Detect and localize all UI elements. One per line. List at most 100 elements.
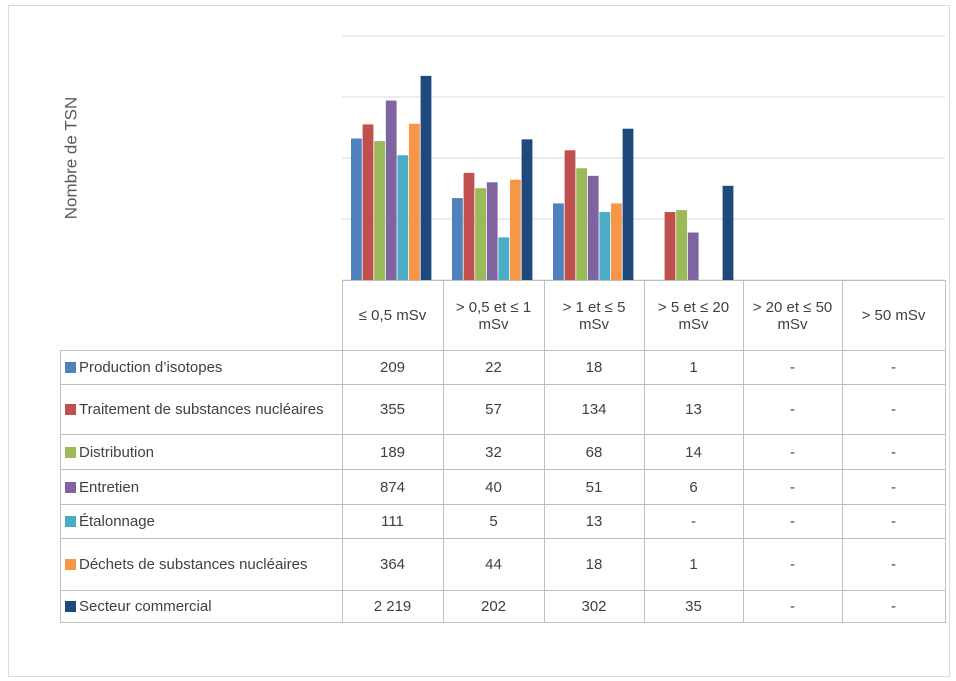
table-value: 35 <box>643 590 744 623</box>
table-value: 40 <box>442 469 545 505</box>
bar <box>676 210 687 280</box>
legend-entry: Production d’isotopes <box>60 350 343 385</box>
legend-entry: Traitement de substances nucléaires <box>60 384 343 435</box>
table-value: 57 <box>442 384 545 435</box>
table-value: 209 <box>341 350 444 385</box>
bar <box>475 188 486 280</box>
table-row: Distribution 189 32 68 14- - <box>60 434 946 470</box>
legend-label: Distribution <box>79 443 155 461</box>
table-value: - <box>742 590 843 623</box>
table-value: - <box>742 538 843 591</box>
bar <box>486 182 498 280</box>
bar <box>362 124 374 281</box>
bar <box>452 198 463 280</box>
chart-frame <box>8 5 950 677</box>
legend-entry: Secteur commercial <box>60 590 343 623</box>
category-label: ≤ 0,5 mSv <box>341 280 444 351</box>
legend-label: Production d’isotopes <box>79 359 223 376</box>
legend-entry: Déchets de substances nucléaires <box>60 538 343 591</box>
table-row: Déchets de substances nucléaires 364 44 18 1… <box>60 538 946 591</box>
table-value: 364 <box>341 538 444 591</box>
table-value: - <box>742 434 843 470</box>
table-value: - <box>742 504 843 539</box>
table-value: 13 <box>643 384 744 435</box>
bar <box>374 141 385 280</box>
table-value: 355 <box>341 384 444 435</box>
table-row: Secteur commercial 2 219 202 302 35- - <box>60 590 946 623</box>
category-label: > 50 mSv <box>841 280 946 351</box>
table-value: 51 <box>543 469 645 505</box>
legend-label: Secteur commercial <box>79 598 212 615</box>
legend-label: Traitement de substances nucléaires <box>79 401 324 418</box>
table-value: 2 219 <box>341 590 444 623</box>
table-row: Traitement de substances nucléaires 355 57… <box>60 384 946 435</box>
legend-swatch <box>65 601 76 612</box>
bar <box>664 212 676 280</box>
table-value: 6 <box>643 469 744 505</box>
bar <box>521 139 533 280</box>
bar <box>622 128 634 280</box>
bar <box>385 100 397 280</box>
category-label: > 20 et ≤ 50 mSv <box>742 280 843 351</box>
table-row: Entretien 874 40 51 6- - <box>60 469 946 505</box>
legend-swatch <box>65 559 76 570</box>
table-row: Étalonnage 111 5 13- - - <box>60 504 946 539</box>
table-value: 134 <box>543 384 645 435</box>
category-label: > 1 et ≤ 5 mSv <box>543 280 645 351</box>
table-row: Production d’isotopes 209 22 18 1- - <box>60 350 946 385</box>
table-value: - <box>742 350 843 385</box>
bar <box>498 237 510 280</box>
table-value: 18 <box>543 350 645 385</box>
bar <box>611 203 622 280</box>
table-value: 18 <box>543 538 645 591</box>
legend-entry: Distribution <box>60 434 343 470</box>
legend-swatch <box>65 516 76 527</box>
bar <box>409 123 420 280</box>
legend-label: Entretien <box>79 478 140 496</box>
bar <box>397 155 409 280</box>
legend-label: Déchets de substances nucléaires <box>79 556 308 573</box>
header-row: ≤ 0,5 mSv > 0,5 et ≤ 1 mSv > 1 et ≤ 5 mSv >… <box>60 280 946 351</box>
table-value: 32 <box>442 434 545 470</box>
table-value: - <box>841 469 946 505</box>
bar <box>564 150 576 280</box>
legend-swatch <box>65 446 76 458</box>
y-axis-title: Nombre de TSN <box>61 97 80 220</box>
table-value: 302 <box>543 590 645 623</box>
bar <box>553 203 564 280</box>
bar <box>687 232 699 280</box>
table-value: 111 <box>341 504 444 539</box>
legend-entry: Entretien <box>60 469 343 505</box>
table-value: 13 <box>543 504 645 539</box>
bar <box>722 185 734 280</box>
empty-cell <box>60 280 343 351</box>
table-value: 68 <box>543 434 645 470</box>
category-label: > 5 et ≤ 20 mSv <box>643 280 744 351</box>
data-table: ≤ 0,5 mSv > 0,5 et ≤ 1 mSv > 1 et ≤ 5 mSv >… <box>60 280 946 623</box>
legend-entry: Étalonnage <box>60 504 343 539</box>
table-value: 1 <box>643 350 744 385</box>
legend-label: Étalonnage <box>79 513 155 530</box>
bar <box>587 175 599 280</box>
table-value: 22 <box>442 350 545 385</box>
table-value: - <box>841 350 946 385</box>
bar <box>510 179 521 280</box>
table-value: - <box>742 384 843 435</box>
bar <box>463 172 475 280</box>
legend-swatch <box>65 481 76 493</box>
table-value: 1 <box>643 538 744 591</box>
legend-swatch <box>65 362 76 373</box>
bar <box>351 138 362 280</box>
table-value: - <box>841 434 946 470</box>
table-value: 202 <box>442 590 545 623</box>
table-value: - <box>841 538 946 591</box>
table-value: 189 <box>341 434 444 470</box>
table-value: - <box>742 469 843 505</box>
bar <box>576 168 587 280</box>
table-value: 44 <box>442 538 545 591</box>
table-value: 5 <box>442 504 545 539</box>
legend-swatch <box>65 404 76 415</box>
bar <box>420 75 432 281</box>
